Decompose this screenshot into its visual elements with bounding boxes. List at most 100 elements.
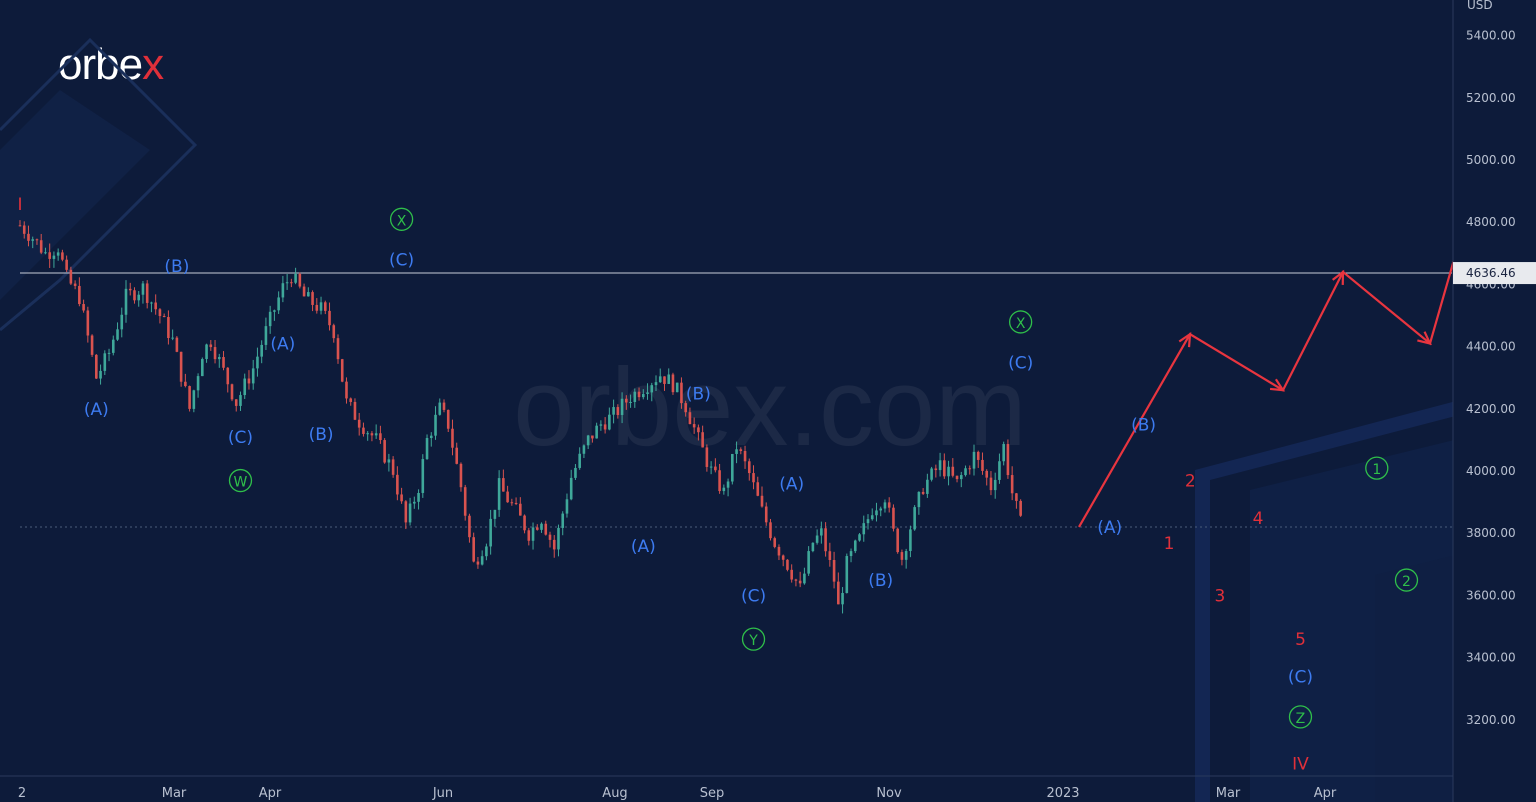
- candle-body: [27, 233, 30, 241]
- candle-body: [323, 302, 327, 311]
- bg-shape: [0, 37, 198, 332]
- candle-body: [510, 502, 514, 504]
- candle-body: [718, 470, 721, 492]
- candle-body: [586, 435, 590, 446]
- candle-body: [201, 359, 204, 377]
- candle-body: [820, 528, 823, 536]
- projection-arrowhead: [1269, 378, 1286, 392]
- candle-body: [451, 428, 454, 448]
- x-tick-label: 2023: [1046, 786, 1079, 801]
- candle-body: [239, 395, 242, 406]
- candle-body: [260, 344, 263, 357]
- candle-body: [285, 282, 289, 284]
- candle-body: [603, 424, 607, 430]
- candle-body: [281, 283, 285, 298]
- candle-body: [595, 425, 598, 439]
- candle-body: [951, 466, 955, 476]
- candle-body: [311, 292, 314, 305]
- candle-body: [357, 419, 361, 428]
- candle-body: [319, 302, 323, 311]
- candle-body: [480, 556, 484, 565]
- candle-body: [561, 513, 565, 528]
- wave-label: (B): [1131, 416, 1156, 436]
- wave-label: Y: [748, 633, 758, 649]
- candle-body: [599, 424, 603, 426]
- candle-body: [48, 252, 51, 259]
- candle-body: [904, 551, 908, 560]
- candle-body: [226, 367, 230, 385]
- wave-label: (A): [84, 400, 109, 420]
- candle-body: [875, 510, 878, 516]
- candle-body: [773, 538, 777, 547]
- candle-body: [277, 297, 280, 311]
- candle-body: [608, 414, 611, 430]
- candle-body: [828, 551, 832, 560]
- candle-body: [315, 304, 319, 311]
- candle-body: [396, 474, 399, 495]
- candle-body: [629, 402, 632, 404]
- candle-body: [340, 359, 344, 382]
- candle-body: [141, 283, 145, 295]
- candle-body: [400, 494, 403, 502]
- candle-body: [976, 451, 980, 460]
- candle-body: [900, 552, 904, 560]
- candle-body: [82, 304, 85, 311]
- candle-body: [968, 468, 972, 470]
- candle-body: [234, 399, 238, 406]
- candle-body: [107, 352, 111, 354]
- candle-body: [1002, 444, 1005, 462]
- candle-body: [22, 225, 26, 234]
- candle-body: [701, 432, 704, 448]
- candle-body: [667, 374, 671, 384]
- candle-body: [943, 460, 946, 477]
- candle-body: [841, 592, 844, 605]
- candle-body: [612, 407, 615, 415]
- candle-body: [167, 317, 170, 338]
- candle-body: [714, 466, 717, 471]
- candle-body: [705, 447, 709, 467]
- candle-body: [463, 487, 467, 516]
- candle-body: [111, 339, 115, 353]
- wave-label: W: [234, 475, 248, 491]
- candle-body: [756, 482, 760, 496]
- candle-body: [302, 286, 306, 297]
- candle-body: [298, 273, 302, 287]
- candle-body: [217, 357, 221, 360]
- candle-body: [892, 507, 895, 529]
- wave-label: 1: [1372, 462, 1381, 478]
- candle-body: [404, 501, 408, 523]
- candle-body: [985, 470, 989, 478]
- candle-body: [39, 240, 43, 253]
- candle-body: [442, 402, 446, 410]
- wave-label: 1: [1164, 534, 1175, 554]
- candle-body: [307, 292, 310, 297]
- candle-body: [264, 326, 268, 345]
- candle-body: [972, 451, 976, 469]
- candle-body: [853, 540, 857, 552]
- candles-group: [18, 220, 1022, 614]
- candle-body: [179, 351, 183, 382]
- y-tick-label: 4200.00: [1466, 402, 1516, 416]
- candle-body: [527, 530, 531, 541]
- candle-body: [353, 401, 357, 420]
- wave-label-circle: [389, 207, 414, 231]
- y-tick-label: 3400.00: [1466, 651, 1516, 665]
- candle-body: [209, 344, 213, 348]
- candle-body: [798, 580, 802, 584]
- candle-body: [476, 561, 480, 565]
- y-tick-label: 5200.00: [1466, 91, 1516, 105]
- candle-body: [896, 528, 899, 553]
- candle-body: [124, 288, 128, 315]
- wave-label: (C): [741, 587, 766, 607]
- candle-body: [769, 522, 772, 539]
- candle-body: [722, 487, 726, 492]
- candle-body: [591, 435, 594, 439]
- candle-body: [502, 478, 505, 492]
- candle-body: [993, 479, 997, 491]
- candle-body: [332, 325, 336, 339]
- candle-body: [807, 551, 810, 574]
- candle-body: [650, 385, 654, 393]
- candle-body: [374, 433, 378, 436]
- candle-body: [506, 491, 509, 503]
- candle-body: [413, 501, 416, 504]
